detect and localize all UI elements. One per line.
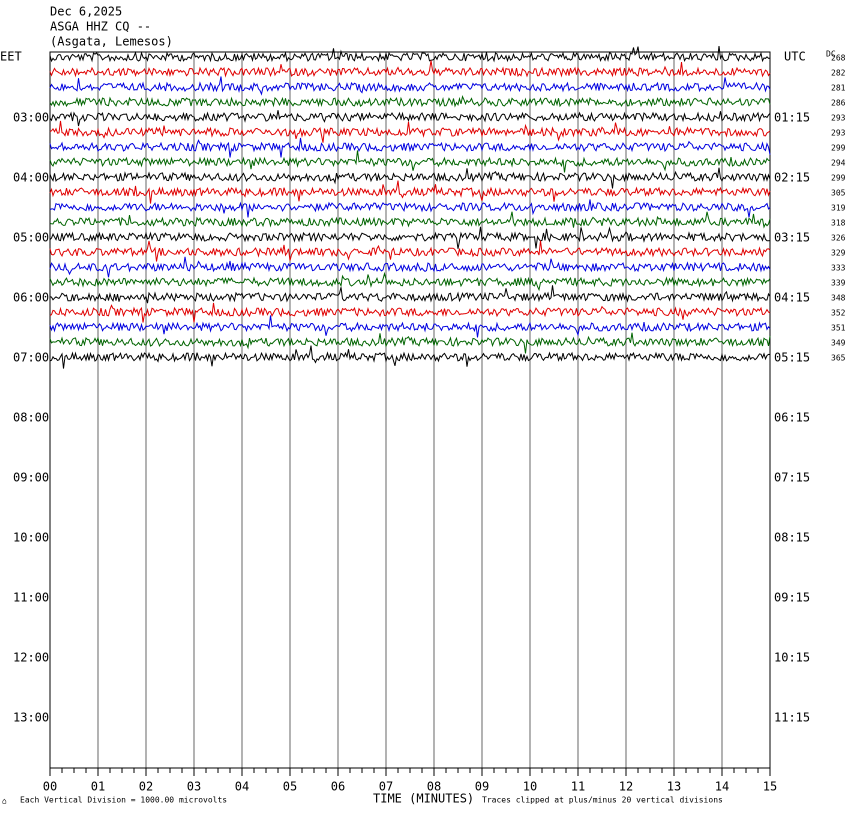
dc-value: 349: [831, 339, 846, 348]
x-tick-label: 04: [235, 780, 249, 794]
logo: ⌂: [2, 797, 7, 806]
left-time-label: 03:00: [13, 111, 49, 125]
right-time-label: 05:15: [774, 351, 810, 365]
right-time-label: UTC: [784, 50, 806, 64]
left-time-label: 08:00: [13, 411, 49, 425]
dc-value: 299: [831, 174, 846, 183]
dc-label: DC: [826, 50, 836, 59]
dc-value: 319: [831, 204, 846, 213]
dc-value: 339: [831, 279, 846, 288]
right-time-label: 01:15: [774, 111, 810, 125]
seismic-trace: [49, 46, 771, 63]
dc-value: 299: [831, 144, 846, 153]
dc-value: 329: [831, 249, 846, 258]
x-tick-label: 08: [427, 780, 441, 794]
left-time-label: 05:00: [13, 231, 49, 245]
seismic-trace: [49, 332, 771, 354]
x-tick-label: 09: [475, 780, 489, 794]
dc-value: 281: [831, 84, 846, 93]
dc-value: 318: [831, 219, 846, 228]
left-time-label: 07:00: [13, 351, 49, 365]
seismic-trace: [49, 120, 771, 143]
seismic-trace: [49, 150, 771, 173]
left-time-label: 10:00: [13, 531, 49, 545]
right-time-label: 04:15: [774, 291, 810, 305]
left-time-label: EET: [0, 50, 22, 64]
seismic-trace: [49, 110, 771, 127]
seismic-trace: [49, 76, 771, 96]
location: (Asgata, Lemesos): [50, 35, 173, 49]
x-tick-label: 14: [715, 780, 729, 794]
seismic-trace: [49, 226, 771, 249]
dc-value: 326: [831, 234, 846, 243]
dc-value: 333: [831, 264, 846, 273]
x-tick-label: 02: [139, 780, 153, 794]
dc-value: 293: [831, 114, 846, 123]
x-tick-label: 07: [379, 780, 393, 794]
x-tick-label: 03: [187, 780, 201, 794]
left-time-label: 12:00: [13, 651, 49, 665]
seismic-trace: [49, 211, 771, 229]
seismic-trace: [49, 94, 771, 108]
left-time-label: 06:00: [13, 291, 49, 305]
seismic-trace: [49, 302, 771, 323]
x-tick-label: 01: [91, 780, 105, 794]
x-tick-label: 00: [43, 780, 57, 794]
seismic-trace: [49, 167, 771, 189]
seismic-trace: [49, 315, 771, 338]
dc-value: 282: [831, 69, 846, 78]
seismic-trace: [49, 256, 771, 278]
left-time-label: 11:00: [13, 591, 49, 605]
dc-value: 348: [831, 294, 846, 303]
right-time-label: 11:15: [774, 711, 810, 725]
x-tick-label: 13: [667, 780, 681, 794]
right-time-label: 02:15: [774, 171, 810, 185]
seismic-trace: [49, 345, 771, 369]
left-time-label: 09:00: [13, 471, 49, 485]
clip-note: Traces clipped at plus/minus 20 vertical…: [482, 796, 723, 805]
x-tick-label: 10: [523, 780, 537, 794]
x-tick-label: 15: [763, 780, 777, 794]
scale-note: Each Vertical Division = 1000.00 microvo…: [20, 796, 227, 805]
dc-value: 305: [831, 189, 846, 198]
right-time-label: 07:15: [774, 471, 810, 485]
x-tick-label: 11: [571, 780, 585, 794]
dc-value: 365: [831, 354, 846, 363]
seismic-trace: [49, 271, 771, 292]
dc-value: 351: [831, 324, 846, 333]
seismic-trace: [49, 199, 771, 218]
seismic-trace: [49, 180, 771, 204]
x-tick-label: 12: [619, 780, 633, 794]
x-tick-label: 06: [331, 780, 345, 794]
x-tick-label: 05: [283, 780, 297, 794]
right-time-label: 10:15: [774, 651, 810, 665]
seismic-trace: [49, 240, 771, 262]
station: ASGA HHZ CQ --: [50, 20, 151, 34]
seismic-trace: [49, 137, 771, 158]
right-time-label: 09:15: [774, 591, 810, 605]
right-time-label: 06:15: [774, 411, 810, 425]
dc-value: 294: [831, 159, 846, 168]
right-time-label: 08:15: [774, 531, 810, 545]
left-time-label: 13:00: [13, 711, 49, 725]
right-time-label: 03:15: [774, 231, 810, 245]
dc-value: 268: [831, 54, 846, 63]
dc-value: 293: [831, 129, 846, 138]
dc-value: 352: [831, 309, 846, 318]
seismic-trace: [49, 60, 771, 78]
left-time-label: 04:00: [13, 171, 49, 185]
dc-value: 286: [831, 99, 846, 108]
x-axis-title: TIME (MINUTES): [373, 792, 474, 806]
seismic-trace: [49, 285, 771, 304]
date: Dec 6,2025: [50, 5, 122, 19]
